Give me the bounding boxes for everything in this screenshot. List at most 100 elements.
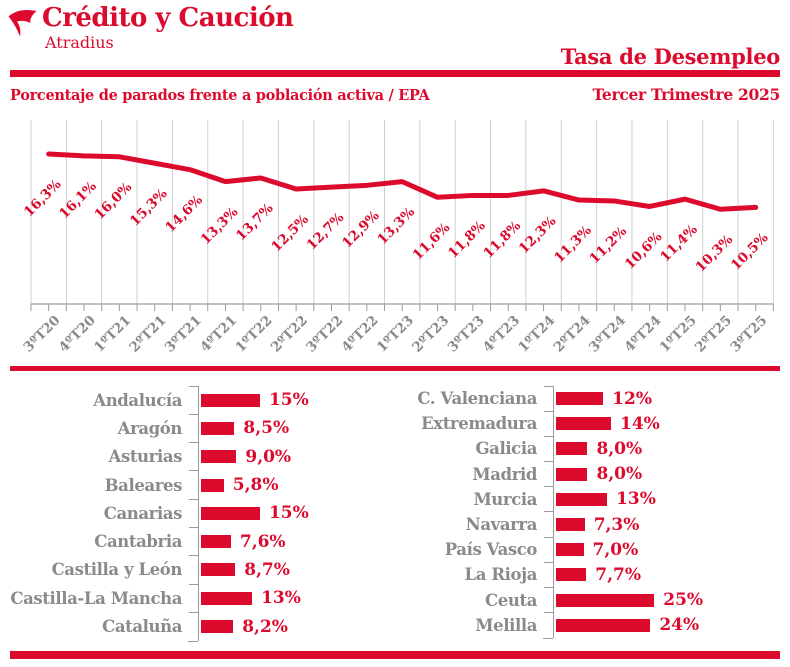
region-label: Castilla y León	[51, 560, 183, 580]
quarter-label: 4ºT22	[339, 313, 382, 356]
header: Crédito y Caución Atradius Tasa de Desem…	[0, 0, 790, 70]
quarter-label: 4ºT24	[621, 313, 664, 356]
region-value: 12%	[612, 388, 652, 409]
region-label: Asturias	[108, 447, 183, 467]
region-label: Extremadura	[421, 414, 537, 434]
section-divider	[10, 366, 780, 371]
region-label: Galicia	[475, 439, 537, 459]
quarter-label: 1ºT25	[657, 313, 700, 356]
region-bar	[556, 593, 655, 607]
axis-tick	[189, 413, 199, 415]
point-label: 10,5%	[728, 230, 772, 274]
point-label: 12,3%	[516, 213, 560, 257]
region-value: 15%	[268, 503, 309, 524]
region-value: 9,0%	[245, 446, 292, 467]
region-label: Madrid	[472, 464, 537, 484]
bar-axis-cell: 7,3%	[544, 511, 740, 538]
region-bar	[556, 467, 588, 481]
region-bar	[201, 591, 253, 605]
region-bar	[201, 421, 235, 435]
report-title: Tasa de Desempleo	[560, 44, 781, 69]
point-label: 12,7%	[304, 210, 348, 254]
region-value: 8,2%	[242, 616, 288, 637]
point-label: 16,1%	[56, 178, 100, 222]
region-label: Murcia	[473, 489, 537, 509]
region-label: Cantabria	[94, 532, 182, 552]
quarter-label: 3ºT23	[445, 313, 488, 356]
bar-row: Galicia 8,0%	[400, 435, 740, 462]
regional-bars-left: Andalucía 15% Aragón 8,5% Asturias 9,0% Balear…	[10, 385, 355, 642]
bar-row: Castilla y León 8,7%	[10, 555, 355, 585]
bar-row: C. Valenciana 12%	[400, 385, 740, 412]
bar-axis-cell: 8,7%	[189, 555, 355, 585]
bar-row: Cantabria 7,6%	[10, 526, 355, 556]
bar-axis-cell: 13%	[544, 486, 740, 512]
region-label: Canarias	[103, 503, 183, 523]
point-label: 11,8%	[480, 218, 524, 262]
region-bar	[201, 478, 224, 492]
region-value: 13%	[261, 588, 301, 609]
brand-logo: Crédito y Caución Atradius	[8, 4, 294, 52]
bar-axis-cell: 8,2%	[189, 611, 355, 641]
axis-tick	[189, 526, 199, 528]
axis-tick	[189, 385, 199, 387]
region-bar	[556, 568, 587, 582]
axis-tick	[544, 511, 554, 513]
region-value: 7,6%	[239, 531, 286, 552]
period-label: Tercer Trimestre 2025	[592, 85, 780, 104]
region-bar	[201, 393, 260, 407]
axis-tick	[544, 410, 554, 412]
bar-axis-cell: 25%	[544, 587, 740, 613]
bar-row: Melilla 24%	[400, 612, 740, 638]
quarter-label: 3ºT25	[727, 313, 770, 356]
chart-subtitle: Porcentaje de parados frente a población…	[10, 87, 430, 104]
region-value: 8,0%	[596, 464, 643, 485]
quarter-label: 1ºT24	[515, 313, 558, 356]
bar-row: La Rioja 7,7%	[400, 561, 740, 588]
bar-row: Madrid 8,0%	[400, 461, 740, 487]
quarter-label: 1ºT23	[374, 313, 417, 356]
region-value: 8,7%	[244, 559, 290, 580]
bar-row: Navarra 7,3%	[400, 511, 740, 538]
regional-bars-right: C. Valenciana 12% Extremadura 14% Galicia 8,0…	[400, 385, 740, 642]
region-value: 25%	[663, 590, 704, 611]
point-label: 11,4%	[657, 222, 701, 266]
axis-tick	[544, 561, 554, 563]
quarter-label: 2ºT22	[268, 313, 311, 356]
point-label: 12,5%	[268, 211, 312, 255]
region-label: Ceuta	[485, 590, 537, 610]
region-bar	[556, 543, 584, 557]
region-value: 13%	[616, 489, 656, 510]
axis-tick	[189, 583, 199, 585]
bar-row: Extremadura 14%	[400, 410, 740, 437]
bar-axis-cell: 13%	[189, 583, 355, 613]
bar-axis-cell: 7,6%	[189, 526, 355, 556]
quarter-label: 3ºT24	[586, 313, 629, 356]
region-bar	[201, 506, 260, 520]
unemployment-line-chart: 16,3%3ºT2016,1%4ºT2016,0%1ºT2115,3%2ºT21…	[20, 120, 774, 356]
region-label: Andalucía	[93, 390, 182, 410]
region-label: Castilla-La Mancha	[10, 588, 182, 608]
axis-tick	[189, 442, 199, 444]
bar-axis-cell: 8,0%	[544, 461, 740, 487]
quarter-label: 2ºT23	[409, 313, 452, 356]
quarter-label: 3ºT22	[303, 313, 346, 356]
point-label: 11,8%	[445, 218, 489, 262]
region-bar	[556, 442, 588, 456]
region-value: 24%	[659, 615, 700, 636]
quarter-label: 2ºT25	[692, 313, 735, 356]
bar-axis-cell: 15%	[189, 498, 355, 528]
region-value: 14%	[620, 413, 660, 434]
bar-row: Baleares 5,8%	[10, 470, 355, 500]
region-value: 7,3%	[593, 514, 640, 535]
point-label: 10,3%	[693, 232, 737, 276]
logo-text: Crédito y Caución Atradius	[42, 4, 294, 52]
region-value: 8,5%	[243, 418, 290, 439]
bar-axis-cell: 15%	[189, 385, 355, 415]
axis-tick	[189, 555, 199, 557]
bar-axis-cell: 24%	[544, 612, 740, 638]
quarter-label: 4ºT21	[197, 313, 240, 356]
region-bar	[556, 392, 604, 406]
region-label: Navarra	[465, 515, 538, 535]
